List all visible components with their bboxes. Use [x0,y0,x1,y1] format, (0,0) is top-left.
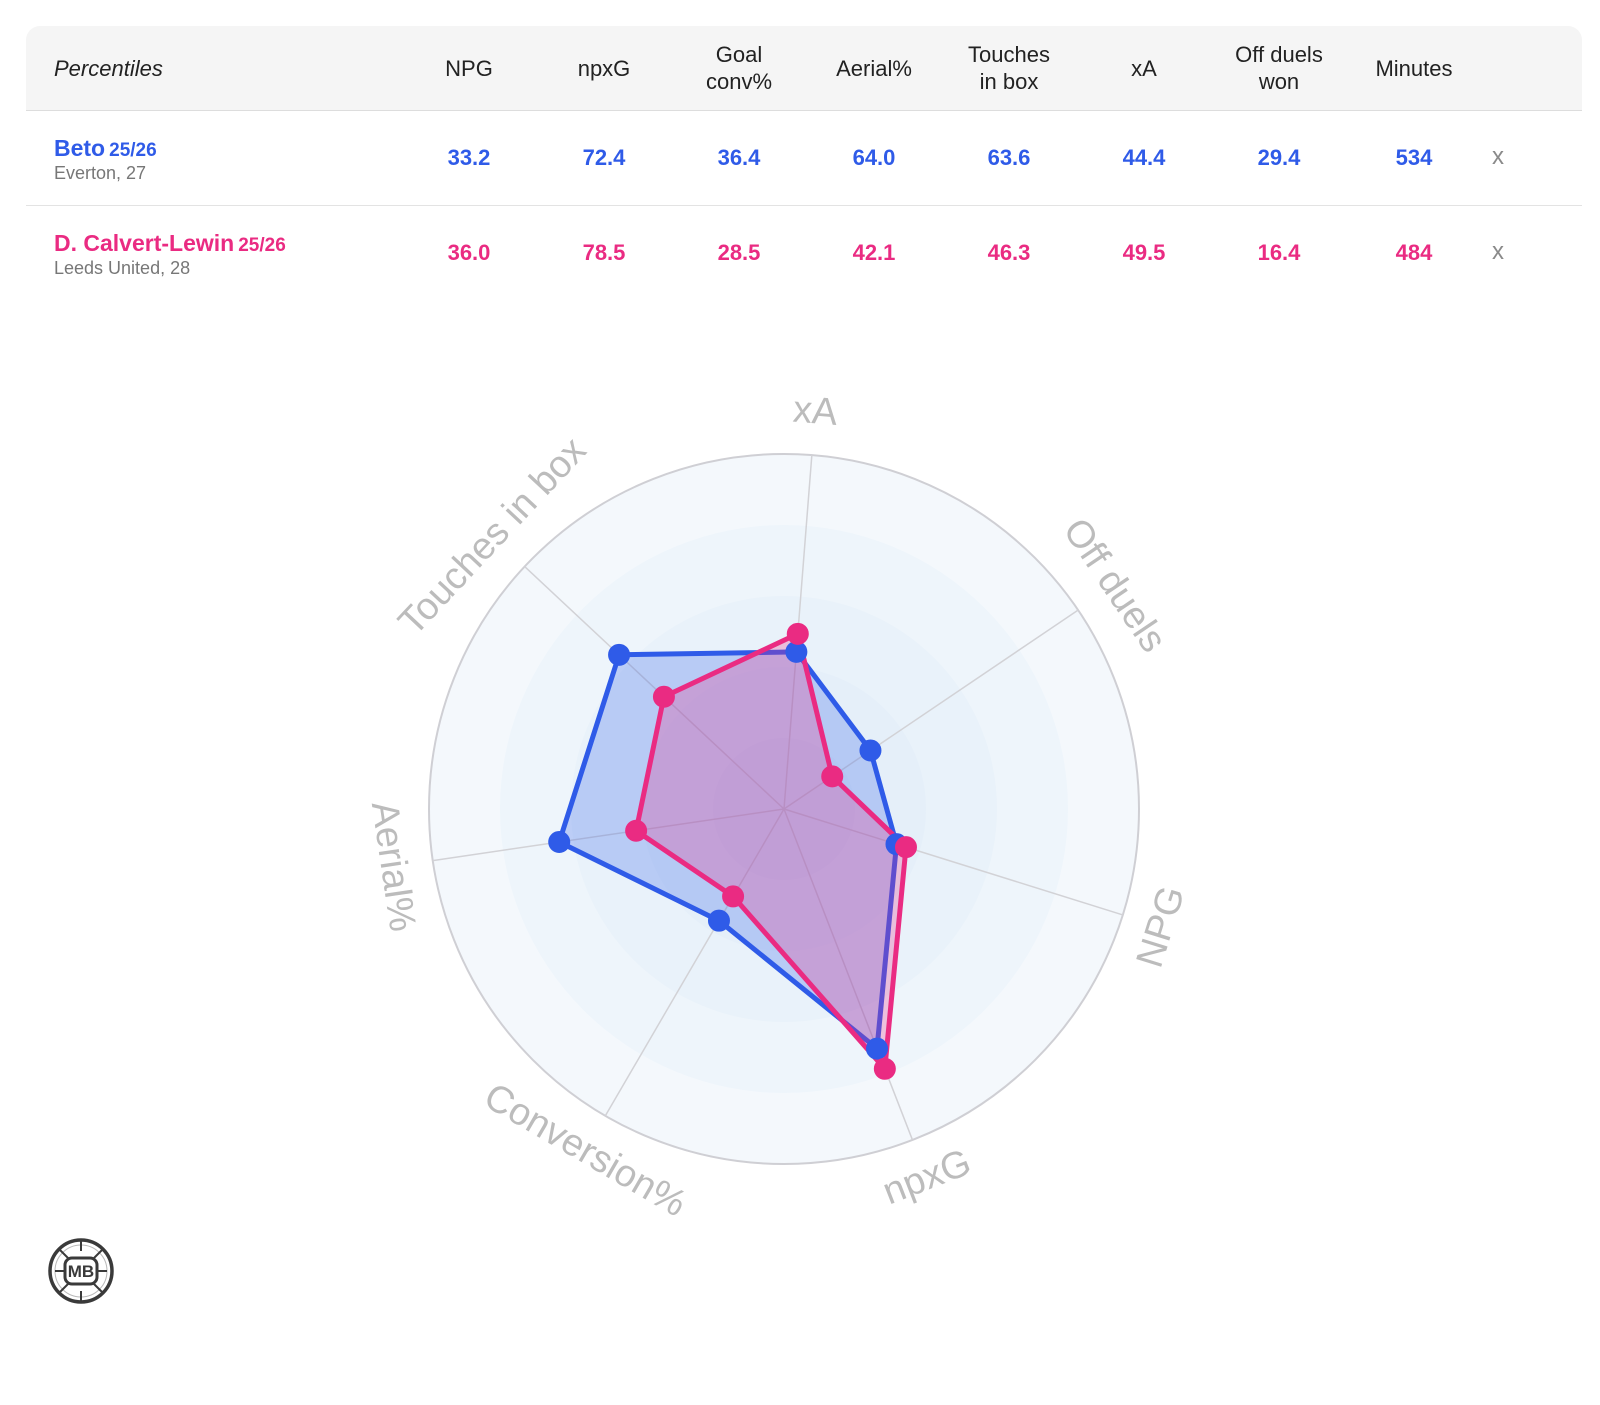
player-team-age: Leeds United, 28 [54,258,191,278]
soccer-ball-logo-icon: MB [48,1238,114,1304]
player-season: 25/26 [109,140,157,161]
radar-spoke [604,808,785,1117]
radar-series-area [633,631,909,1072]
stat-aerial: 42.1 [852,240,896,265]
radar-data-point[interactable] [707,909,730,932]
radar-spoke [783,808,1124,916]
radar-axis-label: Aerial% [363,799,424,935]
stat-xa: 44.4 [1122,145,1166,170]
stat-npxg: 78.5 [582,240,626,265]
column-header-aerial[interactable]: Aerial% [836,55,912,81]
remove-player-button[interactable]: x [1492,143,1504,170]
player-team-age: Everton, 27 [54,163,147,183]
stat-goal-conv: 28.5 [717,240,761,265]
stat-off-duels-won: 16.4 [1257,240,1301,265]
column-header-npxg[interactable]: npxG [577,55,631,81]
radar-axis-label: NPG [1129,881,1194,972]
remove-player-button[interactable]: x [1492,238,1504,265]
radar-data-point[interactable] [652,685,675,708]
column-header-goal-conv[interactable]: Goal conv% [705,42,773,94]
radar-data-point[interactable] [548,831,571,854]
radar-data-point[interactable] [608,643,631,666]
stat-npg: 36.0 [447,240,491,265]
radar-data-point[interactable] [866,1037,889,1060]
stat-off-duels-won: 29.4 [1257,145,1301,170]
column-header-xa[interactable]: xA [1131,55,1157,81]
radar-data-point[interactable] [894,836,917,859]
radar-series-area [556,649,899,1052]
player-season: 25/26 [238,235,286,256]
stat-touches-in-box: 63.6 [987,145,1031,170]
player-name[interactable]: Beto 25/26 [54,135,157,162]
logo-text: MB [68,1262,94,1281]
stat-xa: 49.5 [1122,240,1166,265]
column-header-touches-in-box[interactable]: Touches in box [968,42,1050,94]
radar-axis-label: npxG [877,1141,977,1213]
stat-minutes: 484 [1395,240,1433,265]
stat-aerial: 64.0 [852,145,896,170]
column-header-minutes[interactable]: Minutes [1375,55,1453,81]
column-header-npg[interactable]: NPG [445,55,493,81]
radar-spoke [432,808,785,862]
table-header: Percentiles NPG npxG Goal conv% Aerial% … [26,26,1582,111]
radar-data-point[interactable] [859,739,882,762]
radar-data-point[interactable] [785,640,808,663]
radar-data-point[interactable] [625,819,648,842]
radar-data-point[interactable] [873,1057,896,1080]
radar-spoke [524,566,785,810]
player-row-calvert-lewin: D. Calvert-Lewin 25/26 Leeds United, 28 3… [26,206,1582,300]
radar-data-point[interactable] [722,885,745,908]
player-name[interactable]: D. Calvert-Lewin 25/26 [54,230,286,257]
player-row-beto: Beto 25/26 Everton, 27 33.2 72.4 36.4 64.… [26,111,1582,206]
mb-logo: MB [46,1236,116,1306]
header-label: Percentiles [54,55,163,81]
stat-touches-in-box: 46.3 [987,240,1031,265]
radar-spoke [783,808,914,1141]
radar-outer-ring [428,453,1140,1165]
radar-axis-label: xA [792,389,840,434]
stat-minutes: 534 [1395,145,1433,170]
percentiles-table: Percentiles NPG npxG Goal conv% Aerial% … [26,26,1582,300]
stat-npxg: 72.4 [582,145,626,170]
stat-goal-conv: 36.4 [717,145,761,170]
player-name-text: Beto [54,135,106,161]
player-name-text: D. Calvert-Lewin [54,230,235,256]
radar-data-point[interactable] [821,765,844,788]
stat-npg: 33.2 [447,145,491,170]
radar-data-point[interactable] [786,622,809,645]
column-header-off-duels-won[interactable]: Off duels won [1235,42,1323,94]
